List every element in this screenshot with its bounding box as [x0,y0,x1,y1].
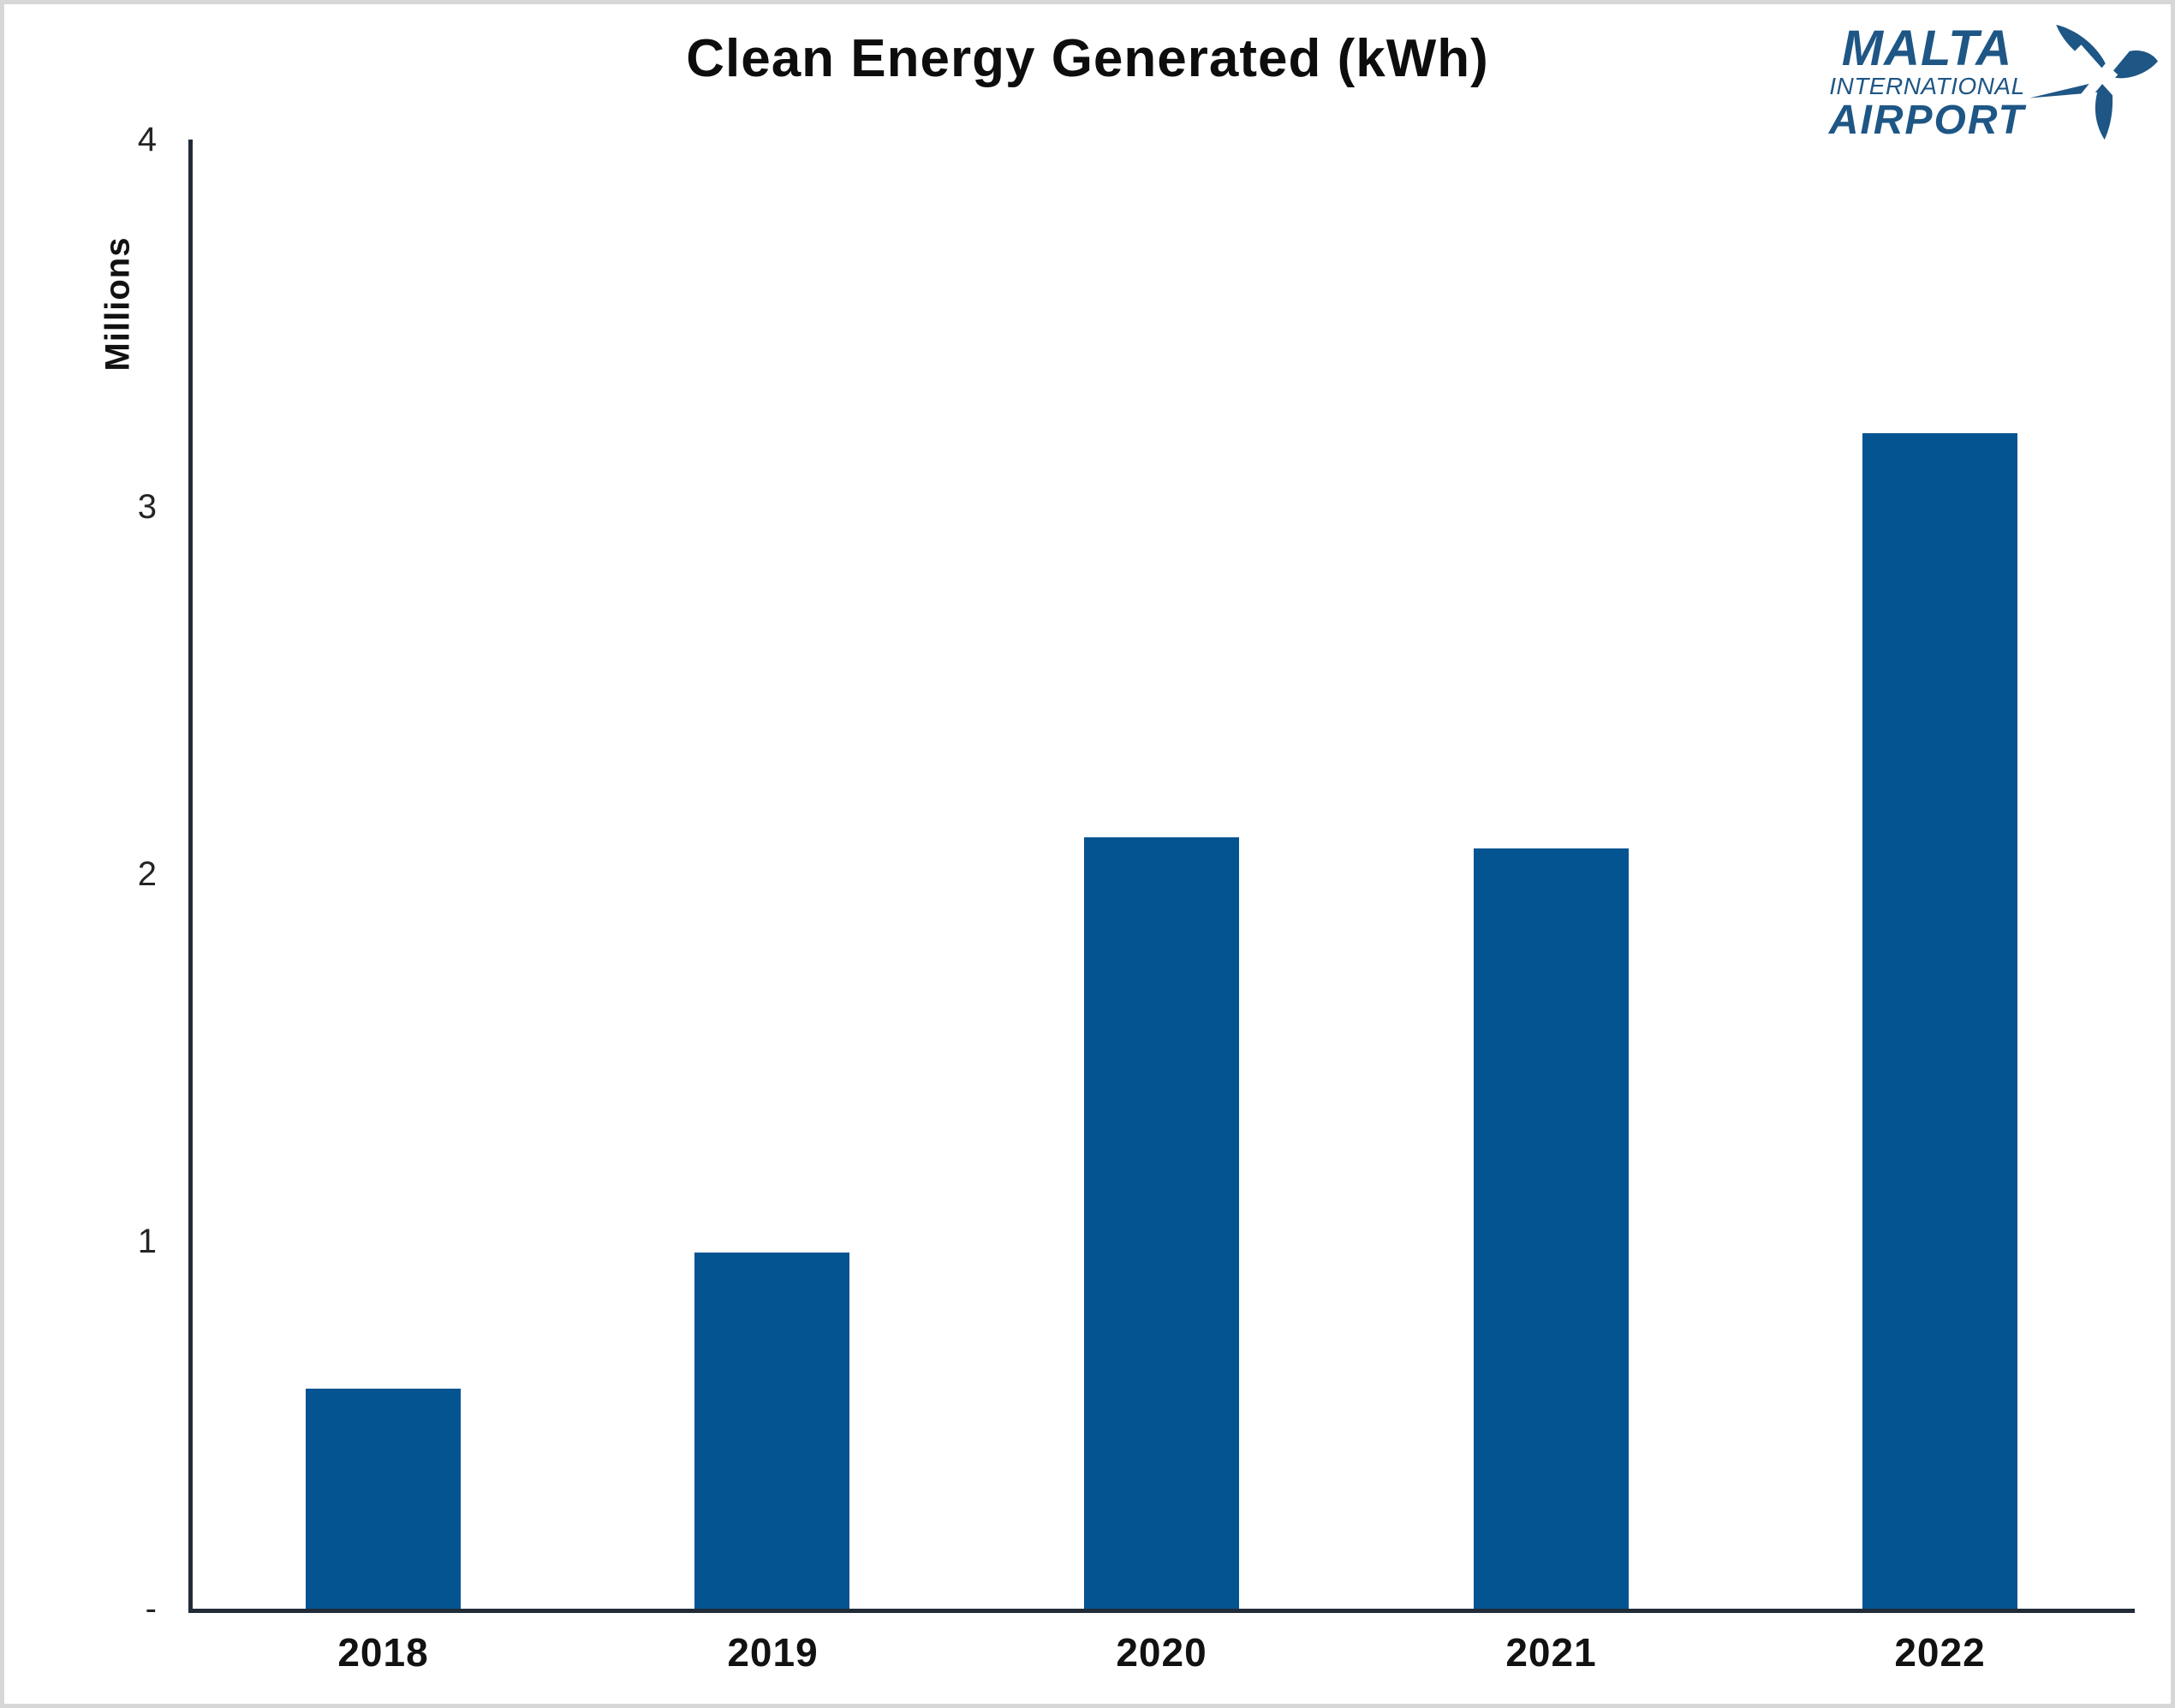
propeller-plane-icon [2029,24,2158,140]
y-tick-label-2: 2 [137,855,157,893]
y-tick-label-3: 3 [137,488,157,526]
x-axis-line [188,1609,2135,1613]
x-tick-label-2020: 2020 [1116,1630,1207,1675]
bar-2022 [1862,433,2017,1609]
bar-2018 [306,1389,461,1609]
bar-2019 [694,1253,849,1609]
x-tick-label-2022: 2022 [1894,1630,1986,1675]
logo-text-airport: AIRPORT [1828,98,2025,143]
y-axis-line [188,140,193,1613]
y-tick-label-0: - [145,1590,157,1628]
logo-text-international: INTERNATIONAL [1829,73,2025,99]
y-tick-label-1: 1 [137,1223,157,1260]
chart-title: Clean Energy Generated (kWh) [686,29,1489,88]
x-tick-label-2021: 2021 [1505,1630,1597,1675]
y-axis-unit-label: Millions [98,236,137,372]
logo-text-malta: MALTA [1841,21,2013,76]
bar-chart: Millions 4 3 2 1 - 2018 2019 2020 2021 2022 [4,4,2171,1704]
bar-2021 [1474,848,1629,1609]
logo-text-block: MALTA INTERNATIONAL AIRPORT [1828,21,2025,143]
bar-2020 [1084,837,1239,1609]
y-tick-label-4: 4 [137,121,157,158]
x-tick-label-2019: 2019 [727,1630,819,1675]
malta-international-airport-logo: MALTA INTERNATIONAL AIRPORT [1829,18,2162,145]
x-tick-label-2018: 2018 [337,1630,429,1675]
